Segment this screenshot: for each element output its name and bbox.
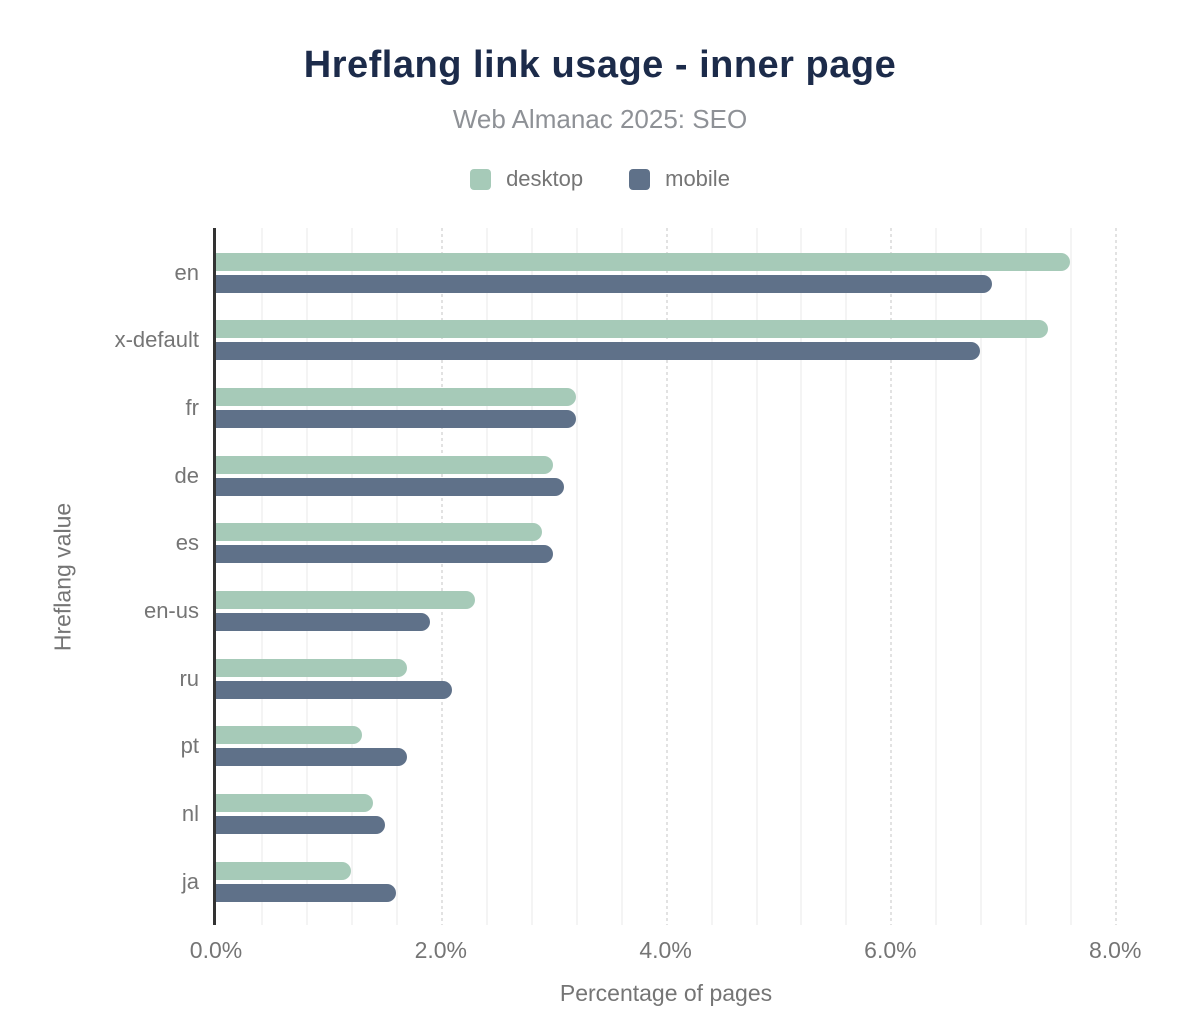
- minor-gridline: [1070, 228, 1073, 925]
- minor-gridline: [620, 228, 623, 925]
- bar-mobile-ja[interactable]: [216, 883, 396, 902]
- y-axis-label-en: en: [174, 259, 199, 285]
- minor-gridline: [980, 228, 983, 925]
- y-axis-label-pt: pt: [180, 733, 199, 759]
- y-axis-title: Hreflang value: [49, 502, 76, 651]
- minor-gridline: [935, 228, 938, 925]
- x-axis-title: Percentage of pages: [559, 980, 773, 1006]
- bar-desktop-es[interactable]: [216, 523, 542, 542]
- x-tick-label-0.0%: 0.0%: [189, 937, 243, 963]
- minor-gridline: [1025, 228, 1028, 925]
- minor-gridline: [575, 228, 578, 925]
- minor-gridline: [305, 228, 308, 925]
- chart-subtitle: Web Almanac 2025: SEO: [452, 104, 748, 134]
- bar-desktop-ru[interactable]: [216, 658, 408, 677]
- bar-mobile-x-default[interactable]: [216, 342, 981, 361]
- bar-mobile-nl[interactable]: [216, 816, 385, 835]
- minor-gridline: [755, 228, 758, 925]
- minor-gridline: [485, 228, 488, 925]
- bar-desktop-nl[interactable]: [216, 794, 374, 813]
- minor-gridline: [800, 228, 803, 925]
- major-gridline: [1115, 228, 1118, 925]
- bar-mobile-pt[interactable]: [216, 748, 408, 767]
- bar-desktop-ja[interactable]: [216, 861, 351, 880]
- bar-mobile-fr[interactable]: [216, 409, 576, 428]
- y-axis-label-de: de: [174, 462, 199, 488]
- legend-label-desktop: desktop: [506, 166, 584, 191]
- bar-mobile-ru[interactable]: [216, 680, 453, 699]
- y-axis-label-nl: nl: [181, 801, 199, 827]
- bar-mobile-en-us[interactable]: [216, 613, 430, 631]
- x-tick-label-4.0%: 4.0%: [639, 937, 692, 963]
- legend-swatch-desktop-icon: [470, 168, 492, 190]
- x-tick-label-2.0%: 2.0%: [414, 937, 468, 963]
- x-tick-label-8.0%: 8.0%: [1088, 937, 1142, 963]
- bar-mobile-en[interactable]: [216, 274, 992, 293]
- y-axis-label-ja: ja: [181, 868, 199, 894]
- bar-mobile-es[interactable]: [216, 545, 554, 564]
- chart-title: Hreflang link usage - inner page: [303, 44, 897, 86]
- legend-item-desktop[interactable]: desktop: [470, 166, 583, 192]
- major-gridline: [665, 228, 668, 925]
- legend: desktop mobile: [0, 166, 1200, 192]
- minor-gridline: [710, 228, 713, 925]
- minor-gridline: [530, 228, 533, 925]
- y-axis-label-ru: ru: [179, 665, 199, 691]
- major-gridline: [890, 228, 893, 925]
- bar-desktop-x-default[interactable]: [216, 320, 1048, 339]
- minor-gridline: [260, 228, 263, 925]
- y-axis-line: [213, 228, 216, 925]
- minor-gridline: [350, 228, 353, 925]
- bar-desktop-de[interactable]: [216, 455, 554, 474]
- legend-label-mobile: mobile: [665, 166, 730, 191]
- legend-swatch-mobile-icon: [629, 168, 651, 190]
- bar-desktop-en[interactable]: [216, 252, 1071, 271]
- bar-desktop-fr[interactable]: [216, 387, 576, 406]
- minor-gridline: [395, 228, 398, 925]
- minor-gridline: [845, 228, 848, 925]
- x-tick-label-6.0%: 6.0%: [864, 937, 917, 963]
- y-axis-label-en-us: en-us: [143, 598, 199, 623]
- bar-mobile-de[interactable]: [216, 477, 565, 496]
- bar-desktop-pt[interactable]: [216, 726, 363, 745]
- legend-item-mobile[interactable]: mobile: [629, 166, 730, 192]
- y-axis-label-fr: fr: [185, 394, 199, 420]
- major-gridline: [440, 228, 443, 925]
- y-axis-label-x-default: x-default: [114, 327, 199, 353]
- plot-area: Hreflang value Percentage of pages en x-d…: [50, 228, 1141, 1006]
- bar-desktop-en-us[interactable]: [216, 591, 475, 609]
- y-axis-label-es: es: [175, 530, 199, 556]
